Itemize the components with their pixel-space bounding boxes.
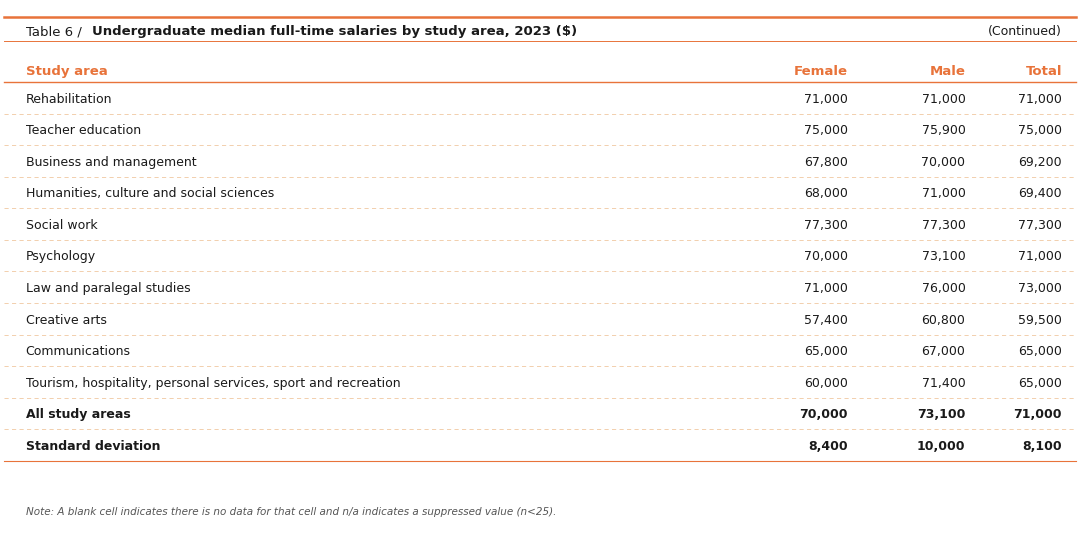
Text: Male: Male	[930, 65, 966, 78]
Text: 8,100: 8,100	[1023, 440, 1062, 453]
Text: 70,000: 70,000	[804, 250, 848, 263]
Text: 70,000: 70,000	[799, 408, 848, 421]
Text: 69,400: 69,400	[1018, 187, 1062, 200]
Text: 67,000: 67,000	[921, 345, 966, 358]
Text: 8,400: 8,400	[808, 440, 848, 453]
Text: 73,000: 73,000	[1018, 282, 1062, 295]
Text: Teacher education: Teacher education	[26, 124, 140, 137]
Text: Social work: Social work	[26, 219, 97, 232]
Text: Business and management: Business and management	[26, 156, 197, 169]
Text: 68,000: 68,000	[804, 187, 848, 200]
Text: Total: Total	[1025, 65, 1062, 78]
Text: 71,000: 71,000	[1018, 250, 1062, 263]
Text: 77,300: 77,300	[804, 219, 848, 232]
Text: 59,500: 59,500	[1018, 314, 1062, 326]
Text: 60,800: 60,800	[921, 314, 966, 326]
Text: 75,000: 75,000	[804, 124, 848, 137]
Text: 71,000: 71,000	[804, 282, 848, 295]
Text: 71,400: 71,400	[921, 377, 966, 390]
Text: Undergraduate median full-time salaries by study area, 2023 ($): Undergraduate median full-time salaries …	[92, 25, 577, 38]
Text: Female: Female	[794, 65, 848, 78]
Text: 65,000: 65,000	[1018, 345, 1062, 358]
Text: All study areas: All study areas	[26, 408, 131, 421]
Text: 71,000: 71,000	[1018, 93, 1062, 106]
Text: 67,800: 67,800	[804, 156, 848, 169]
Text: Psychology: Psychology	[26, 250, 96, 263]
Text: 77,300: 77,300	[1018, 219, 1062, 232]
Text: Study area: Study area	[26, 65, 107, 78]
Text: Humanities, culture and social sciences: Humanities, culture and social sciences	[26, 187, 274, 200]
Text: Communications: Communications	[26, 345, 131, 358]
Text: 73,100: 73,100	[921, 250, 966, 263]
Text: 71,000: 71,000	[921, 93, 966, 106]
Text: Tourism, hospitality, personal services, sport and recreation: Tourism, hospitality, personal services,…	[26, 377, 401, 390]
Text: 69,200: 69,200	[1018, 156, 1062, 169]
Text: Standard deviation: Standard deviation	[26, 440, 160, 453]
Text: 10,000: 10,000	[917, 440, 966, 453]
Text: 77,300: 77,300	[921, 219, 966, 232]
Text: Rehabilitation: Rehabilitation	[26, 93, 112, 106]
Text: Note: A blank cell indicates there is no data for that cell and n/a indicates a : Note: A blank cell indicates there is no…	[26, 507, 556, 517]
Text: 71,000: 71,000	[804, 93, 848, 106]
Text: 76,000: 76,000	[921, 282, 966, 295]
Text: (Continued): (Continued)	[988, 25, 1062, 38]
Text: 71,000: 71,000	[1013, 408, 1062, 421]
Text: 73,100: 73,100	[917, 408, 966, 421]
Text: 71,000: 71,000	[921, 187, 966, 200]
Text: Law and paralegal studies: Law and paralegal studies	[26, 282, 190, 295]
Text: 70,000: 70,000	[921, 156, 966, 169]
Text: 75,900: 75,900	[921, 124, 966, 137]
Text: Creative arts: Creative arts	[26, 314, 107, 326]
Text: 60,000: 60,000	[804, 377, 848, 390]
Text: Table 6 /: Table 6 /	[26, 25, 81, 38]
Text: 57,400: 57,400	[804, 314, 848, 326]
Text: 65,000: 65,000	[1018, 377, 1062, 390]
Text: 65,000: 65,000	[804, 345, 848, 358]
Text: 75,000: 75,000	[1018, 124, 1062, 137]
